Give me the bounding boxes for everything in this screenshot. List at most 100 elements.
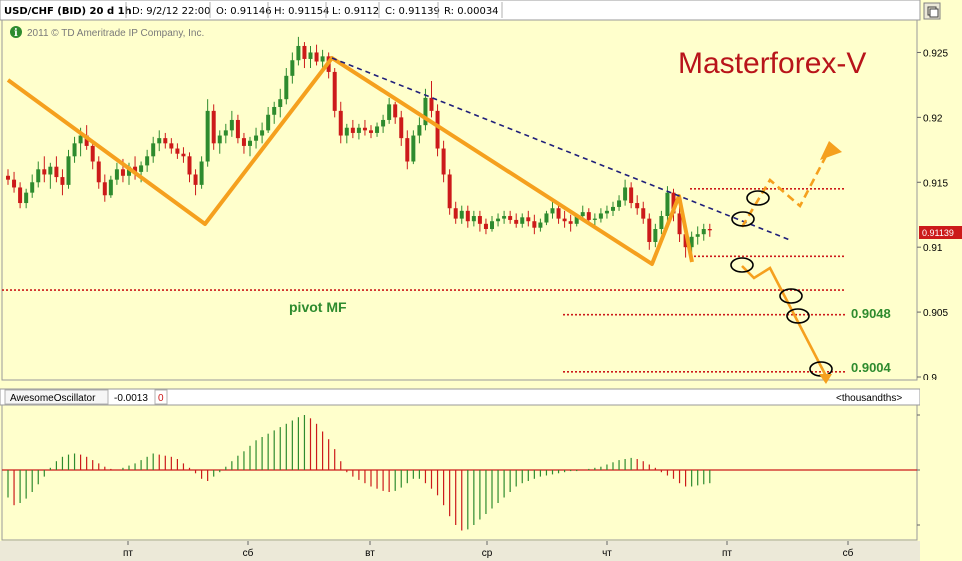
candle-body [453,208,458,219]
candle-body [308,52,313,59]
oscillator-zero: 0 [158,393,164,404]
candle-body [641,208,646,219]
candle-body [465,210,470,222]
candles [6,36,712,258]
candle-body [598,213,603,219]
time-tick-label: сб [843,547,854,559]
arrow-down-head [819,374,832,384]
candle-body [574,216,579,224]
candle-body [562,218,567,222]
candle-body [30,182,35,193]
candle-body [387,104,392,120]
candle-body [568,221,573,224]
copyright-text: 2011 © TD Ameritrade IP Company, Inc. [27,28,204,39]
price-axis: 0.925 0.92 0.915 0.91 0.905 0.9 [917,48,948,384]
candle-body [108,179,113,196]
maximize-button[interactable] [923,2,941,20]
candle-body [405,138,410,162]
candle-body [629,187,634,204]
candle-body [399,117,404,139]
candle-body [127,166,131,176]
candle-body [36,169,41,183]
candle-body [369,130,373,133]
candle-body [393,104,398,118]
candle-body [278,99,283,107]
candle-body [362,127,367,131]
candle-body [48,166,53,175]
candle-body [683,234,688,248]
candle-body [114,169,119,180]
candle-body [6,175,10,180]
candle-body [647,218,652,242]
oscillator-header: AwesomeOscillator -0.0013 0 <thousandths… [0,388,921,406]
candle-body [520,217,525,224]
candle-body [417,125,422,136]
candle-body [459,210,464,219]
candle-body [145,156,150,166]
current-price-tag: 0.91139 [919,226,962,239]
candle-body [381,119,386,127]
forecast-up-dashed [740,155,828,228]
trend-zigzag-line [6,56,694,266]
candle-body [375,126,380,133]
candle-body [490,221,494,230]
candle-body [350,127,355,133]
oscillator-units: <thousandths> [836,393,902,404]
candle-body [102,182,107,196]
candle-body [266,114,271,131]
info-icon[interactable]: i [10,26,22,39]
candle-body [671,192,676,214]
candle-body [272,106,277,115]
price-tick-label: 0.915 [923,178,948,189]
time-tick-label: сб [243,547,254,559]
candle-body [356,127,361,133]
candle-body [84,135,89,146]
candle-body [78,135,83,144]
candle-body [290,60,295,76]
candle-body [24,192,29,204]
level-lines [2,187,845,373]
candle-body [423,97,428,126]
candle-body [611,206,615,211]
candle-body [695,234,700,237]
candle-body [344,127,349,136]
candle-body [435,110,440,149]
watermark-text: Masterforex-V [678,47,866,80]
candle-body [302,45,307,59]
candle-body [532,221,537,228]
candle-body [12,179,17,188]
candle-body [205,110,210,162]
time-axis: пт сб вт ср чт пт сб [0,541,920,561]
candle-body [169,143,174,149]
time-tick-label: пт [722,548,732,559]
close-label: C: 0.91139 [385,6,440,17]
candle-body [66,156,71,185]
target-ellipse [779,288,803,304]
candle-body [586,212,591,220]
candle-body [653,229,658,242]
candle-body [544,213,549,223]
candle-body [187,156,192,175]
candle-body [338,110,343,136]
candle-body [72,143,77,157]
candle-body [483,223,488,230]
candle-body [496,218,501,222]
candle-body [550,208,555,214]
target-ellipse [786,308,810,324]
candle-body [260,130,265,136]
target-ellipse [746,190,770,206]
candle-body [193,174,198,185]
candle-body [133,166,138,172]
candle-body [163,138,168,144]
candle-body [314,52,319,62]
axis-strip [920,380,962,561]
level-label-0-9004: 0.9004 [851,360,892,375]
candle-body [90,145,95,162]
oscillator-value: -0.0013 [114,393,148,404]
oscillator-name-box[interactable] [4,389,109,405]
candle-body [411,135,416,162]
candle-body [514,219,519,224]
candle-body [635,203,640,209]
price-tag-text: 0.91139 [922,228,954,238]
forecast-down-line [741,265,828,377]
